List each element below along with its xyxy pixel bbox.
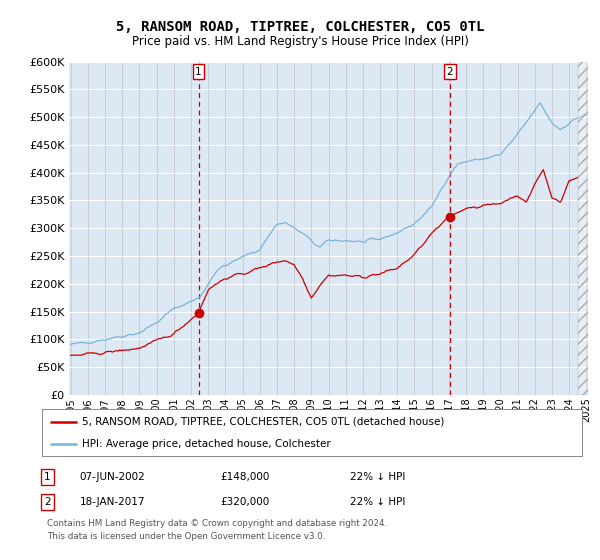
Text: 22% ↓ HPI: 22% ↓ HPI [350, 497, 405, 507]
Text: 1: 1 [44, 472, 51, 482]
Text: Price paid vs. HM Land Registry's House Price Index (HPI): Price paid vs. HM Land Registry's House … [131, 35, 469, 48]
Text: 2: 2 [446, 67, 453, 77]
Text: HPI: Average price, detached house, Colchester: HPI: Average price, detached house, Colc… [83, 438, 331, 449]
Text: £148,000: £148,000 [220, 472, 269, 482]
Text: 1: 1 [195, 67, 202, 77]
Text: £320,000: £320,000 [220, 497, 269, 507]
Text: 22% ↓ HPI: 22% ↓ HPI [350, 472, 405, 482]
Text: 5, RANSOM ROAD, TIPTREE, COLCHESTER, CO5 0TL: 5, RANSOM ROAD, TIPTREE, COLCHESTER, CO5… [116, 20, 484, 34]
Text: 2: 2 [44, 497, 51, 507]
Text: 18-JAN-2017: 18-JAN-2017 [80, 497, 145, 507]
Text: Contains HM Land Registry data © Crown copyright and database right 2024.
This d: Contains HM Land Registry data © Crown c… [47, 519, 388, 541]
Text: 07-JUN-2002: 07-JUN-2002 [80, 472, 146, 482]
Text: 5, RANSOM ROAD, TIPTREE, COLCHESTER, CO5 0TL (detached house): 5, RANSOM ROAD, TIPTREE, COLCHESTER, CO5… [83, 417, 445, 427]
